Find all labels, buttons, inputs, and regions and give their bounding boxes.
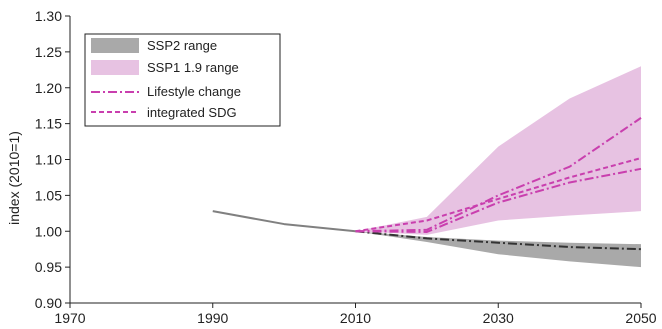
y-tick-label: 1.00: [35, 223, 62, 239]
series-line-lifestyle-change: [355, 117, 642, 233]
legend-swatch-ssp1-range: [91, 60, 139, 75]
y-tick-label: 0.90: [35, 295, 62, 311]
series-lines-layer: [212, 117, 642, 251]
y-axis-title: index (2010=1): [6, 131, 22, 225]
legend-label-ssp2-range: SSP2 range: [147, 38, 217, 53]
x-tick-label: 1970: [54, 310, 85, 326]
x-tick-label: 2010: [340, 310, 371, 326]
band-ssp2-range: [355, 231, 641, 268]
legend-swatch-ssp2-range: [91, 38, 139, 53]
legend: SSP2 range SSP1 1.9 range Lifestyle chan…: [84, 33, 281, 127]
bands-layer: [355, 66, 641, 268]
y-tick-label: 1.30: [35, 8, 62, 24]
ticks: 0.90 0.95 1.00 1.05 1.10 1.15 1.20 1.25 1.30 1970…: [35, 8, 657, 326]
y-tick-label: 1.20: [35, 80, 62, 96]
legend-label-ssp1-range: SSP1 1.9 range: [147, 60, 239, 75]
y-tick-label: 0.95: [35, 259, 62, 275]
series-line-integrated-sdg: [355, 157, 642, 233]
x-tick-label: 2050: [625, 310, 656, 326]
y-tick-label: 1.10: [35, 152, 62, 168]
x-tick-label: 1990: [197, 310, 228, 326]
legend-label-lifestyle-change: Lifestyle change: [147, 84, 241, 99]
legend-label-integrated-sdg: integrated SDG: [147, 105, 237, 120]
y-tick-label: 1.05: [35, 187, 62, 203]
y-tick-label: 1.15: [35, 116, 62, 132]
y-tick-label: 1.25: [35, 44, 62, 60]
series-line-1: [212, 210, 356, 233]
series-line-5: [355, 167, 642, 233]
band-ssp1-1-9-range: [355, 66, 641, 235]
x-tick-label: 2030: [483, 310, 514, 326]
series-line-2: [355, 230, 642, 251]
